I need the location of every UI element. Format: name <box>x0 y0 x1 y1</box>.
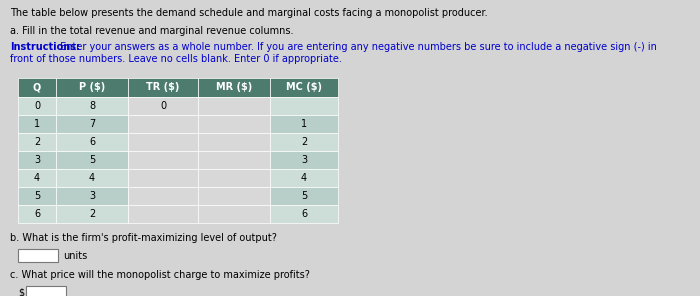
Bar <box>270 205 338 223</box>
Bar <box>198 97 270 115</box>
Bar <box>56 78 128 97</box>
Text: 5: 5 <box>34 191 40 201</box>
Bar <box>270 115 338 133</box>
Bar <box>270 187 338 205</box>
Bar <box>128 97 198 115</box>
Text: a. Fill in the total revenue and marginal revenue columns.: a. Fill in the total revenue and margina… <box>10 26 293 36</box>
Text: 4: 4 <box>301 173 307 183</box>
Bar <box>56 169 128 187</box>
Text: 1: 1 <box>34 119 40 129</box>
Bar <box>18 97 56 115</box>
Text: Instructions:: Instructions: <box>10 42 80 52</box>
Text: Enter your answers as a whole number. If you are entering any negative numbers b: Enter your answers as a whole number. If… <box>57 42 657 52</box>
Bar <box>18 78 56 97</box>
Bar <box>56 97 128 115</box>
Bar <box>198 205 270 223</box>
Bar <box>198 187 270 205</box>
Bar <box>198 78 270 97</box>
Text: 6: 6 <box>89 137 95 147</box>
Bar <box>270 78 338 97</box>
Bar <box>18 133 56 151</box>
Text: 0: 0 <box>34 101 40 111</box>
Bar <box>26 286 66 296</box>
Bar <box>18 115 56 133</box>
Text: 3: 3 <box>89 191 95 201</box>
Bar <box>18 169 56 187</box>
Bar <box>56 205 128 223</box>
Bar <box>56 115 128 133</box>
Text: 2: 2 <box>34 137 40 147</box>
Text: 6: 6 <box>301 209 307 219</box>
Bar <box>270 151 338 169</box>
Text: TR ($): TR ($) <box>146 83 180 92</box>
Text: units: units <box>63 251 88 261</box>
Text: Q: Q <box>33 83 41 92</box>
Text: 5: 5 <box>301 191 307 201</box>
Text: 5: 5 <box>89 155 95 165</box>
Text: P ($): P ($) <box>79 83 105 92</box>
Bar <box>270 97 338 115</box>
Text: 0: 0 <box>160 101 166 111</box>
Bar <box>270 133 338 151</box>
Bar <box>128 205 198 223</box>
Text: 2: 2 <box>89 209 95 219</box>
Text: 3: 3 <box>34 155 40 165</box>
Text: b. What is the firm's profit-maximizing level of output?: b. What is the firm's profit-maximizing … <box>10 233 277 243</box>
Text: 4: 4 <box>34 173 40 183</box>
Text: 6: 6 <box>34 209 40 219</box>
Bar <box>198 151 270 169</box>
Text: 7: 7 <box>89 119 95 129</box>
Bar <box>18 205 56 223</box>
Bar <box>18 151 56 169</box>
Bar <box>128 169 198 187</box>
Text: 1: 1 <box>301 119 307 129</box>
Bar <box>128 78 198 97</box>
Bar <box>18 187 56 205</box>
Text: 8: 8 <box>89 101 95 111</box>
Text: 4: 4 <box>89 173 95 183</box>
Text: MC ($): MC ($) <box>286 83 322 92</box>
Text: 3: 3 <box>301 155 307 165</box>
Bar <box>128 115 198 133</box>
Bar <box>198 133 270 151</box>
Text: c. What price will the monopolist charge to maximize profits?: c. What price will the monopolist charge… <box>10 270 310 280</box>
Text: 2: 2 <box>301 137 307 147</box>
Bar <box>198 169 270 187</box>
Text: front of those numbers. Leave no cells blank. Enter 0 if appropriate.: front of those numbers. Leave no cells b… <box>10 54 342 64</box>
Bar <box>270 169 338 187</box>
Bar <box>128 133 198 151</box>
Bar <box>128 151 198 169</box>
Text: $: $ <box>18 287 24 296</box>
Bar <box>198 115 270 133</box>
Text: MR ($): MR ($) <box>216 83 252 92</box>
Text: The table below presents the demand schedule and marginal costs facing a monopol: The table below presents the demand sche… <box>10 8 488 18</box>
Bar <box>56 133 128 151</box>
Bar <box>18 249 58 262</box>
Bar <box>56 187 128 205</box>
Bar <box>128 187 198 205</box>
Bar <box>56 151 128 169</box>
